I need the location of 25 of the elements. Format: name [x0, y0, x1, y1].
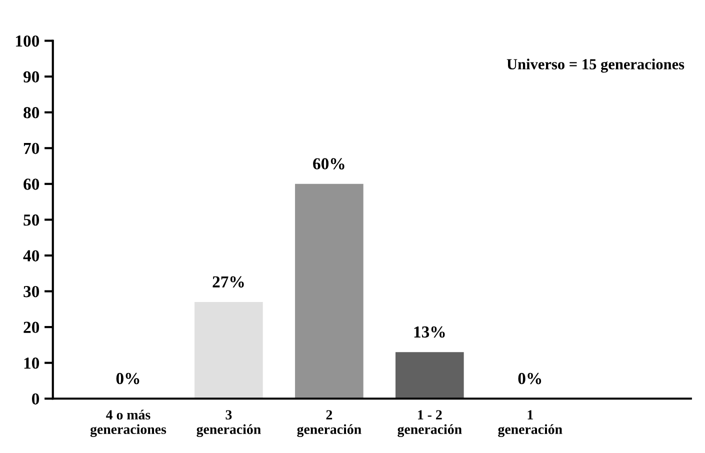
- bar: [295, 184, 364, 399]
- x-tick-label: 3 generación: [196, 410, 261, 437]
- y-tick-label: 60: [24, 178, 40, 190]
- y-tick-label: 0: [32, 393, 40, 405]
- data-label: 13%: [414, 326, 445, 338]
- annotation: Universo = 15 generaciones: [506, 58, 684, 73]
- data-label: 0%: [116, 372, 140, 384]
- y-tick-label: 90: [23, 71, 40, 83]
- y-tick-label: 20: [24, 322, 40, 334]
- y-tick-label: 100: [16, 35, 40, 47]
- data-label: 27%: [212, 276, 244, 288]
- y-tick-label: 70: [24, 142, 40, 154]
- y-tick-label: 10: [24, 358, 40, 369]
- y-tick-label: 30: [24, 286, 40, 298]
- y-tick-label: 50: [24, 214, 40, 226]
- x-tick-label: 1 generación: [498, 410, 562, 437]
- y-tick-label: 40: [23, 250, 40, 262]
- x-tick-label: 2 generación: [297, 410, 362, 437]
- bar: [194, 302, 263, 399]
- bar: [396, 352, 464, 399]
- data-label: 60%: [313, 158, 344, 170]
- x-tick-label: 4 o más generaciones: [90, 410, 166, 437]
- y-tick-label: 80: [24, 107, 40, 118]
- data-label: 0%: [518, 372, 542, 384]
- x-tick-label: 1 - 2 generación: [398, 410, 462, 437]
